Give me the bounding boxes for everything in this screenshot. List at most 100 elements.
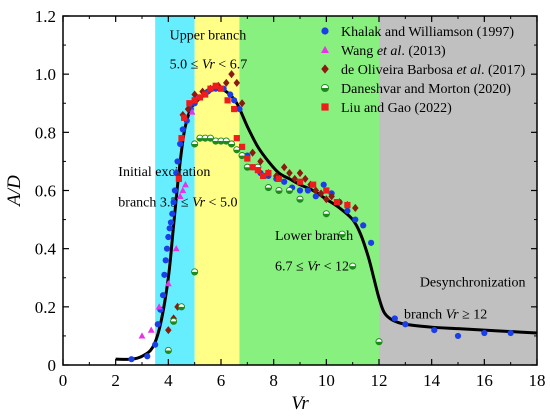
data-point xyxy=(169,210,176,217)
data-point xyxy=(431,327,438,334)
y-tick-label: 1.2 xyxy=(35,7,56,26)
legend-marker xyxy=(320,83,330,93)
data-point xyxy=(164,280,172,287)
data-point xyxy=(344,207,351,214)
x-tick-label: 4 xyxy=(164,371,173,390)
legend-label: de Oliveira Barbosa et al. (2017) xyxy=(341,63,526,78)
data-point xyxy=(182,181,189,188)
data-point xyxy=(196,134,204,142)
x-tick-label: 0 xyxy=(59,371,68,390)
data-point xyxy=(206,134,215,142)
data-point xyxy=(181,114,188,121)
data-point xyxy=(507,329,514,337)
data-point xyxy=(231,97,238,104)
data-point xyxy=(202,91,209,98)
data-point xyxy=(296,178,304,185)
data-point xyxy=(166,225,173,232)
legend-marker xyxy=(321,27,329,35)
data-point xyxy=(286,169,293,178)
data-point xyxy=(338,230,346,238)
legend-label: Khalak and Williamson (1997) xyxy=(341,25,514,40)
data-point xyxy=(320,181,327,188)
data-point xyxy=(243,163,251,171)
data-point xyxy=(174,158,181,165)
data-point xyxy=(296,195,304,203)
data-point xyxy=(152,341,159,348)
data-point xyxy=(196,94,204,101)
branch-label-1-0: Upper branch xyxy=(170,28,247,43)
data-point xyxy=(172,245,180,252)
legend-label: Daneshvar and Morton (2020) xyxy=(341,82,511,97)
data-point xyxy=(128,356,135,363)
data-point xyxy=(244,155,251,162)
data-point xyxy=(207,85,214,92)
data-point xyxy=(317,189,325,198)
data-point xyxy=(177,140,184,148)
data-point xyxy=(236,105,243,113)
data-point xyxy=(249,148,256,157)
data-point xyxy=(217,137,225,145)
data-point xyxy=(275,175,283,182)
data-point xyxy=(402,321,409,328)
legend-marker xyxy=(321,64,329,74)
data-point xyxy=(296,187,304,194)
data-point xyxy=(238,99,246,108)
data-point xyxy=(260,172,267,180)
y-tick-label: 0.4 xyxy=(35,240,57,259)
data-point xyxy=(291,174,298,183)
data-point xyxy=(231,105,238,113)
data-point xyxy=(154,321,161,328)
legend-marker xyxy=(321,103,329,111)
data-point xyxy=(281,178,288,185)
data-point xyxy=(224,97,231,104)
data-point xyxy=(275,186,283,195)
data-point xyxy=(310,181,317,188)
branch-label-2-1: 6.7 ≤ Vr < 12 xyxy=(275,259,349,274)
legend: Khalak and Williamson (1997) Wang et al. … xyxy=(320,25,526,116)
data-point xyxy=(191,140,199,148)
legend-marker xyxy=(321,45,329,54)
data-point xyxy=(161,271,168,278)
data-point xyxy=(352,216,359,223)
data-point xyxy=(322,210,330,218)
data-point xyxy=(352,203,359,212)
data-point xyxy=(228,70,235,79)
data-point xyxy=(481,329,488,337)
data-point xyxy=(233,135,240,142)
y-axis-title: A/D xyxy=(4,175,25,208)
x-tick-label: 8 xyxy=(269,371,278,390)
data-point xyxy=(454,332,462,340)
data-point xyxy=(171,187,179,194)
data-point xyxy=(138,332,146,339)
data-point xyxy=(391,315,398,322)
y-tick-label: 1.0 xyxy=(35,65,56,84)
data-point xyxy=(177,303,186,311)
data-point xyxy=(227,91,234,98)
data-point xyxy=(323,195,330,204)
y-tick-label: 0 xyxy=(48,356,57,375)
branch-label-3-0: Desynchronization xyxy=(420,275,526,290)
x-tick-label: 2 xyxy=(111,371,120,390)
x-tick-label: 10 xyxy=(318,371,335,390)
data-point xyxy=(159,292,167,299)
data-point xyxy=(304,187,311,194)
y-tick-label: 0.2 xyxy=(35,298,56,317)
data-point xyxy=(186,100,193,107)
branch-label-1-1: 5.0 ≤ Vr < 6.7 xyxy=(170,57,248,72)
branch-label-3-1: branch Vr ≥ 12 xyxy=(404,307,487,322)
data-point xyxy=(344,201,351,209)
data-point xyxy=(164,346,172,355)
data-point xyxy=(217,85,225,92)
data-point xyxy=(155,303,163,310)
data-point xyxy=(227,140,236,148)
data-point xyxy=(165,233,172,241)
data-point xyxy=(368,239,375,246)
data-point xyxy=(323,187,330,194)
data-point xyxy=(285,186,294,195)
data-point xyxy=(163,245,171,252)
data-point xyxy=(265,169,272,177)
data-point xyxy=(375,338,383,346)
data-point xyxy=(212,82,219,89)
